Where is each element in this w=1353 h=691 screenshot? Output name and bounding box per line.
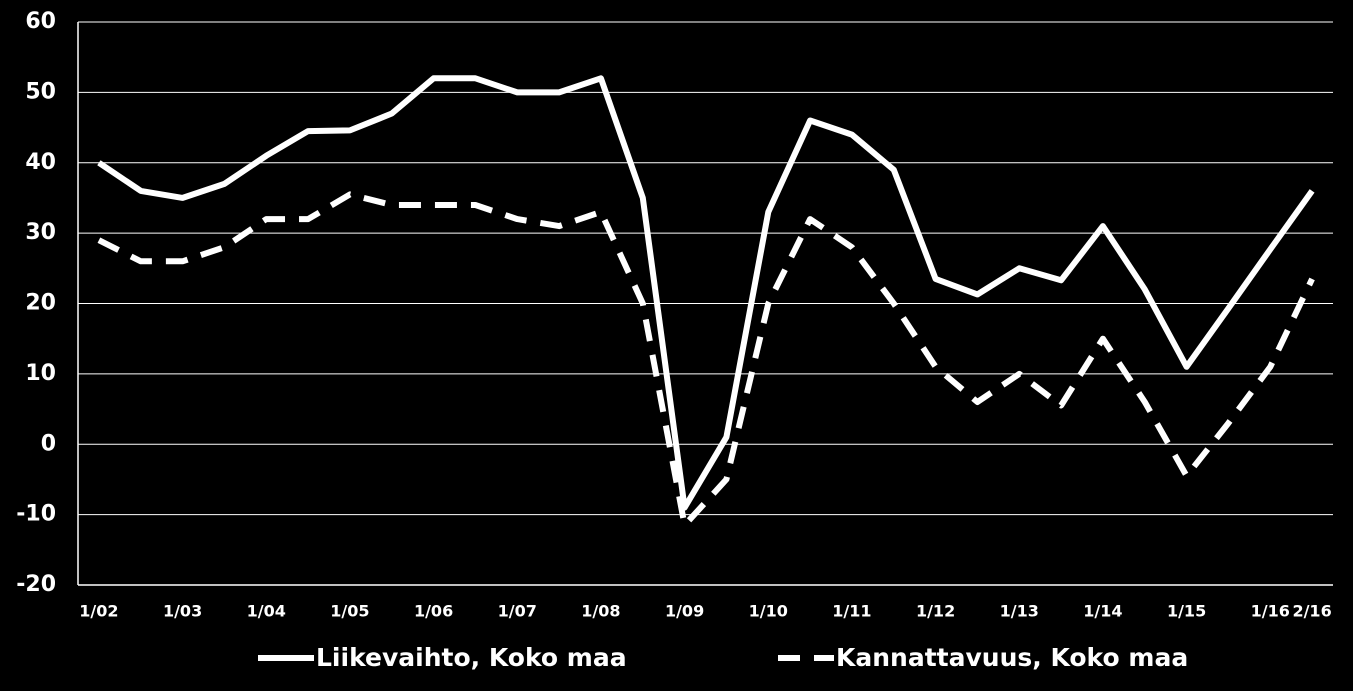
y-tick-label: 60 (25, 9, 56, 34)
legend-label: Kannattavuus, Koko maa (836, 643, 1188, 672)
x-tick-label: 1/05 (330, 602, 369, 621)
x-tick-label: 1/08 (581, 602, 620, 621)
y-tick-label: 20 (25, 291, 56, 316)
x-tick-label: 1/15 (1167, 602, 1206, 621)
data-line (97, 75, 1315, 511)
x-tick-label: 1/07 (498, 602, 537, 621)
y-tick-label: 40 (25, 150, 56, 175)
x-tick-label: 1/03 (163, 602, 202, 621)
x-tick-label: 1/06 (414, 602, 453, 621)
x-tick-label: 1/02 (79, 602, 118, 621)
x-tick-label: 1/11 (832, 602, 871, 621)
y-tick-label: 30 (25, 220, 56, 245)
y-tick-label: -20 (16, 572, 56, 597)
y-tick-label: 50 (25, 79, 56, 104)
x-tick-label: 1/09 (665, 602, 704, 621)
x-tick-label: 1/16 (1251, 602, 1290, 621)
data-line (97, 191, 1315, 529)
y-tick-label: -10 (16, 502, 56, 527)
legend-label: Liikevaihto, Koko maa (316, 643, 627, 672)
x-tick-label: 1/14 (1083, 602, 1122, 621)
x-tick-label: 1/12 (916, 602, 955, 621)
x-tick-label: 1/13 (1000, 602, 1039, 621)
x-tick-label: 1/10 (749, 602, 788, 621)
y-tick-label: 0 (41, 431, 56, 456)
x-tick-label: 1/04 (247, 602, 286, 621)
x-tick-label: 2/16 (1292, 602, 1331, 621)
y-tick-label: 10 (25, 361, 56, 386)
